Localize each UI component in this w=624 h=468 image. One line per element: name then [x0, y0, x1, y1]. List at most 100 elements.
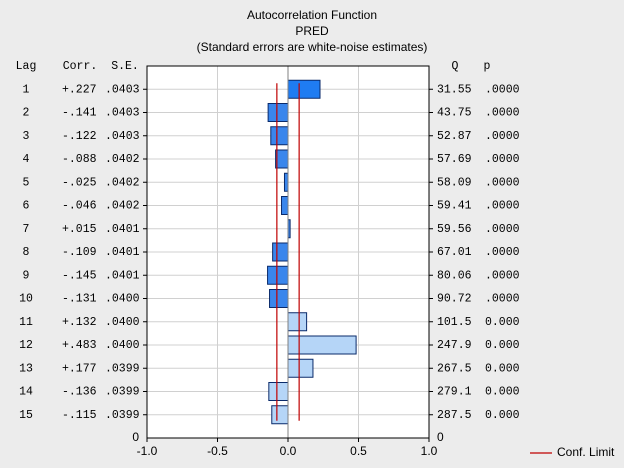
header-q: Q: [452, 60, 459, 73]
se-label: .0403: [105, 107, 140, 120]
se-label: .0399: [105, 362, 140, 375]
q-label: 287.5: [437, 409, 472, 422]
lag-label: 8: [23, 246, 30, 259]
p-label: .0000: [485, 269, 520, 282]
p-label: 0.000: [485, 386, 520, 399]
legend-label: Conf. Limit: [557, 445, 615, 459]
bar: [269, 289, 289, 308]
bar: [267, 265, 289, 285]
q-label: 101.5: [437, 316, 472, 329]
p-label: .0000: [485, 246, 520, 259]
se-label: .0399: [105, 386, 140, 399]
q-label: 279.1: [437, 386, 472, 399]
chart-subtitle: PRED: [295, 24, 329, 38]
header-lag: Lag: [16, 60, 37, 73]
lag-label: 11: [19, 316, 33, 329]
bar: [281, 196, 289, 215]
se-label: .0403: [105, 130, 140, 143]
lag-label: 14: [19, 386, 33, 399]
p-label: .0000: [485, 223, 520, 236]
bar: [270, 126, 289, 146]
q-label: 80.06: [437, 269, 472, 282]
se-label: .0401: [105, 246, 140, 259]
se-label: .0403: [105, 83, 140, 96]
q-label: 57.69: [437, 153, 472, 166]
se-label: .0399: [105, 409, 140, 422]
bar: [283, 172, 289, 192]
lag-label: 10: [19, 293, 33, 306]
lag-label: 4: [23, 153, 30, 166]
p-label: 0.000: [485, 409, 520, 422]
corr-label: -.025: [62, 176, 97, 189]
lag-label: 12: [19, 339, 33, 352]
corr-label: -.122: [62, 130, 97, 143]
lag-label: 2: [23, 107, 30, 120]
corr-label: +.227: [62, 83, 97, 96]
q-label: 43.75: [437, 107, 472, 120]
se-label: .0401: [105, 269, 140, 282]
q-label: 52.87: [437, 130, 472, 143]
plot-frame: [146, 65, 430, 439]
corr-label: -.115: [62, 409, 97, 422]
lag-label: 6: [23, 200, 30, 213]
chart-note: (Standard errors are white-noise estimat…: [197, 40, 428, 54]
se-label: .0400: [105, 293, 140, 306]
corr-label: -.145: [62, 269, 97, 282]
bar: [287, 335, 357, 355]
se-label: .0402: [105, 176, 140, 189]
x-tick-label: -0.5: [207, 444, 228, 458]
p-label: .0000: [485, 200, 520, 213]
p-label: 0.000: [485, 316, 520, 329]
q-label: 267.5: [437, 362, 472, 375]
q-label: 59.41: [437, 200, 472, 213]
bar: [287, 312, 308, 332]
bar: [272, 242, 289, 262]
lag-label: 7: [23, 223, 30, 236]
se-label: .0402: [105, 200, 140, 213]
y-tick-label: 0: [437, 430, 444, 444]
x-tick-label: 0.5: [350, 444, 367, 458]
x-tick-label: -1.0: [137, 444, 158, 458]
corr-label: -.141: [62, 107, 97, 120]
p-label: .0000: [485, 107, 520, 120]
corr-label: -.131: [62, 293, 97, 306]
p-label: 0.000: [485, 362, 520, 375]
lag-label: 3: [23, 130, 30, 143]
se-label: .0401: [105, 223, 140, 236]
corr-label: -.046: [62, 200, 97, 213]
q-label: 247.9: [437, 339, 472, 352]
q-label: 58.09: [437, 176, 472, 189]
p-label: .0000: [485, 130, 520, 143]
p-label: .0000: [485, 293, 520, 306]
bar: [267, 103, 289, 122]
p-label: .0000: [485, 153, 520, 166]
bar: [287, 79, 321, 99]
q-label: 67.01: [437, 246, 472, 259]
y-tick-label: 0: [132, 430, 139, 444]
bar: [268, 382, 289, 401]
header-corr: Corr.: [63, 60, 98, 73]
p-label: .0000: [485, 83, 520, 96]
se-label: .0402: [105, 153, 140, 166]
lag-label: 5: [23, 176, 30, 189]
q-label: 90.72: [437, 293, 472, 306]
bar: [271, 405, 289, 425]
header-p: p: [484, 60, 491, 73]
x-tick-label: 1.0: [421, 444, 438, 458]
lag-label: 9: [23, 269, 30, 282]
corr-label: -.136: [62, 386, 97, 399]
lag-label: 13: [19, 362, 33, 375]
q-label: 59.56: [437, 223, 472, 236]
header-se: S.E.: [111, 60, 139, 73]
p-label: 0.000: [485, 339, 520, 352]
lag-label: 15: [19, 409, 33, 422]
corr-label: +.015: [62, 223, 97, 236]
chart-title: Autocorrelation Function: [247, 8, 377, 22]
bar: [287, 358, 314, 378]
corr-label: -.109: [62, 246, 97, 259]
corr-label: -.088: [62, 153, 97, 166]
corr-label: +.132: [62, 316, 97, 329]
corr-label: +.483: [62, 339, 97, 352]
q-label: 31.55: [437, 83, 472, 96]
